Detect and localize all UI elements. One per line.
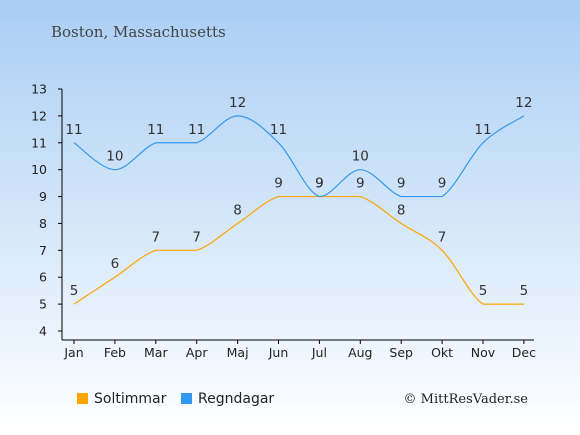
x-tick-label: Nov [471, 345, 496, 360]
data-label-regndagar: 10 [352, 149, 369, 165]
data-label-soltimmar: 5 [70, 283, 79, 299]
chart-title: Boston, Massachusetts [51, 23, 226, 41]
data-label-soltimmar: 8 [233, 202, 242, 218]
data-label-regndagar: 12 [229, 95, 246, 111]
data-label-soltimmar: 5 [520, 283, 529, 299]
axes: 4 5 6 7 8 9 10 11 12 13 Jan Feb Mar Apr Maj Jun Jul Aug Se… [31, 82, 536, 361]
legend: Soltimmar Regndagar [77, 391, 274, 407]
data-label-soltimmar: 9 [315, 176, 324, 192]
legend-swatch-regndagar [181, 393, 192, 404]
data-label-regndagar: 11 [65, 122, 82, 138]
data-label-regndagar: 11 [270, 122, 287, 138]
y-tick-label: 7 [39, 243, 47, 258]
data-label-soltimmar: 7 [438, 229, 447, 245]
y-tick-label: 9 [39, 189, 47, 204]
data-label-regndagar: 11 [147, 122, 164, 138]
series-line-regndagar [73, 115, 525, 198]
y-tick-label: 13 [31, 82, 47, 97]
y-tick-label: 12 [31, 108, 47, 123]
series-layer [73, 115, 525, 305]
series-line-soltimmar [73, 195, 524, 305]
data-label-regndagar: 9 [438, 176, 447, 192]
x-tick-label: Sep [389, 345, 413, 360]
y-tick-label: 11 [31, 135, 47, 150]
data-label-regndagar: 11 [474, 122, 491, 138]
y-tick-label: 10 [31, 162, 47, 177]
x-tick-label: Maj [227, 345, 249, 360]
x-tick-label: Jan [63, 345, 83, 360]
data-label-regndagar: 12 [515, 95, 532, 111]
data-label-regndagar: 10 [106, 149, 123, 165]
x-tick-label: Mar [144, 345, 168, 360]
legend-label-soltimmar: Soltimmar [94, 391, 167, 407]
x-tick-label: Okt [431, 345, 453, 360]
x-tick-label: Apr [186, 345, 208, 360]
y-tick-label: 8 [39, 216, 47, 231]
data-label-soltimmar: 9 [274, 176, 283, 192]
data-label-soltimmar: 9 [356, 176, 365, 192]
data-label-soltimmar: 7 [192, 229, 201, 245]
data-label-regndagar: 9 [397, 176, 406, 192]
y-tick-label: 4 [39, 324, 47, 339]
data-label-regndagar: 9 [315, 176, 324, 192]
data-label-soltimmar: 5 [479, 283, 488, 299]
credit-text: © MittResVader.se [404, 392, 529, 407]
legend-swatch-soltimmar [77, 393, 88, 404]
data-label-regndagar: 11 [188, 122, 205, 138]
x-tick-label: Jun [268, 345, 289, 360]
legend-label-regndagar: Regndagar [198, 391, 274, 407]
x-tick-label: Dec [512, 345, 536, 360]
x-tick-label: Aug [348, 345, 372, 360]
data-label-soltimmar: 7 [152, 229, 161, 245]
x-tick-label: Jul [311, 345, 327, 360]
data-label-soltimmar: 8 [397, 202, 406, 218]
data-label-soltimmar: 6 [111, 256, 120, 272]
y-tick-label: 5 [39, 297, 47, 312]
x-tick-label: Feb [104, 345, 126, 360]
y-tick-label: 6 [39, 270, 47, 285]
